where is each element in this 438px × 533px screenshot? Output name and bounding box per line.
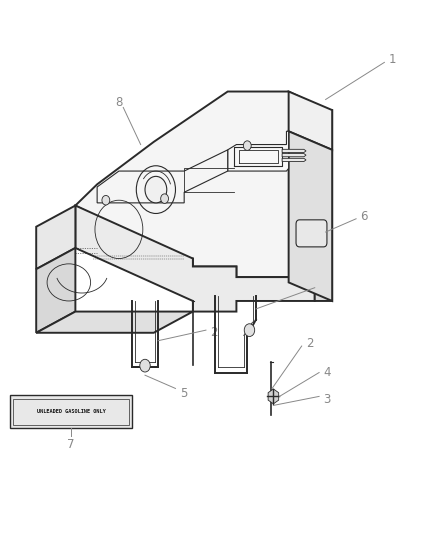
FancyArrow shape — [282, 149, 306, 152]
Polygon shape — [300, 110, 332, 301]
Text: 4: 4 — [323, 366, 331, 379]
Text: 3: 3 — [323, 393, 331, 406]
Polygon shape — [97, 150, 228, 203]
Text: 5: 5 — [180, 387, 187, 400]
Text: 7: 7 — [67, 438, 75, 450]
Polygon shape — [228, 131, 289, 171]
FancyArrow shape — [282, 154, 306, 157]
Circle shape — [244, 324, 254, 336]
Polygon shape — [36, 312, 193, 333]
Polygon shape — [75, 92, 328, 277]
Polygon shape — [289, 131, 332, 301]
FancyArrow shape — [282, 158, 306, 161]
Text: 8: 8 — [115, 95, 123, 109]
Circle shape — [102, 196, 110, 205]
Circle shape — [145, 176, 167, 203]
Circle shape — [161, 194, 169, 204]
Polygon shape — [289, 92, 332, 150]
Polygon shape — [36, 206, 75, 269]
Polygon shape — [268, 389, 279, 404]
Bar — [13, 399, 129, 424]
Bar — [10, 395, 132, 428]
FancyBboxPatch shape — [296, 220, 327, 247]
Text: 2: 2 — [306, 337, 314, 350]
Text: 2: 2 — [210, 326, 218, 340]
Circle shape — [140, 359, 150, 372]
Text: 6: 6 — [360, 209, 368, 223]
Polygon shape — [36, 248, 75, 333]
Text: 1: 1 — [389, 53, 396, 66]
Polygon shape — [75, 206, 315, 312]
Text: UNLEADED GASOLINE ONLY: UNLEADED GASOLINE ONLY — [37, 409, 106, 414]
Circle shape — [244, 141, 251, 150]
Text: 2: 2 — [319, 281, 327, 294]
